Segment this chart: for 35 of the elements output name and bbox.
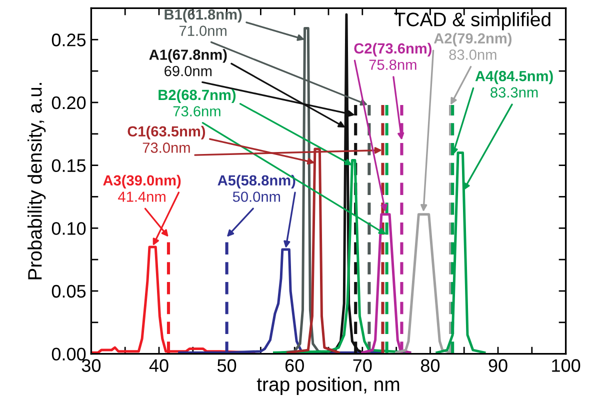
x-tick-label: 100: [552, 359, 580, 372]
text: 83.0nm: [449, 50, 496, 60]
annotation: TCAD & simplified: [394, 12, 550, 30]
y-tick-label: 0.00: [52, 348, 86, 361]
text: 73.6nm: [173, 106, 220, 116]
text: B2(68.7nm): [158, 89, 236, 103]
y-tick-label: 0.25: [52, 34, 86, 46]
text: A5(58.8nm): [218, 174, 296, 188]
x-tick-label: 60: [285, 359, 304, 372]
y-tick-label: 0.05: [52, 284, 86, 298]
x-tick-label: 50: [217, 359, 236, 372]
x-tick-label: 90: [488, 359, 508, 372]
text: 73.0nm: [142, 142, 190, 153]
text: 69.0nm: [164, 66, 212, 76]
y-tick-label: 0.15: [52, 159, 86, 172]
x-tick-label: 80: [420, 359, 440, 372]
text: A2(79.2nm): [434, 32, 512, 46]
y-tick-label: 0.20: [52, 96, 86, 110]
y-tick-label: 0.10: [52, 222, 86, 235]
text: 41.4nm: [118, 192, 166, 202]
text: 71.0nm: [180, 26, 226, 36]
x-tick-label: 40: [149, 359, 168, 372]
text: 50.0nm: [232, 192, 280, 202]
x-axis-title: trap position, nm: [256, 376, 400, 396]
y-axis-title: Probability density, a.u.: [28, 82, 46, 280]
text: A4(84.5nm): [475, 70, 553, 84]
text: B1(61.8nm): [164, 8, 242, 23]
text: A3(39.0nm): [103, 174, 181, 188]
x-tick-label: 70: [353, 359, 372, 372]
x-tick-label: 30: [82, 359, 101, 372]
text: C1(63.5nm): [128, 126, 206, 140]
text: 75.8nm: [369, 60, 416, 70]
text: 83.3nm: [490, 87, 538, 98]
text: C2(73.6nm): [354, 42, 432, 56]
text: A1(67.8nm): [149, 49, 227, 63]
